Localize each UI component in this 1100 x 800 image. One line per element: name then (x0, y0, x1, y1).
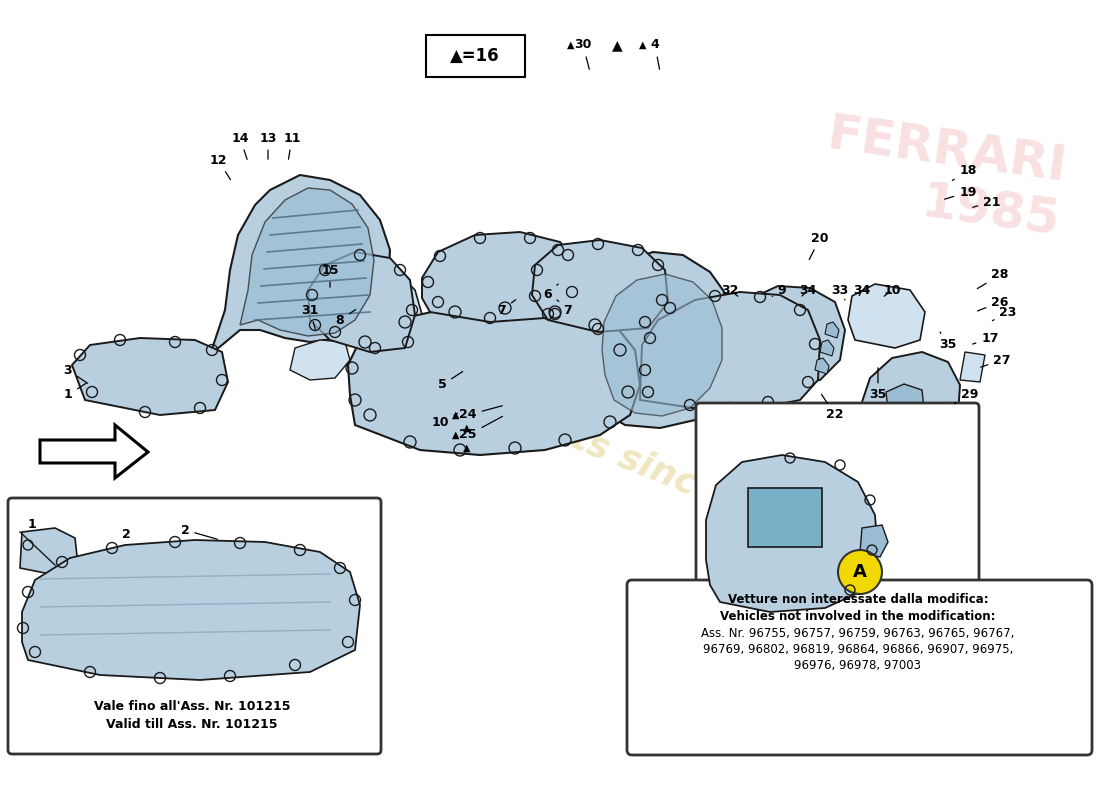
Polygon shape (500, 372, 550, 412)
Polygon shape (820, 340, 834, 356)
Polygon shape (860, 525, 888, 557)
Text: ▲: ▲ (463, 443, 471, 453)
Polygon shape (960, 352, 984, 382)
Polygon shape (368, 275, 425, 350)
Text: 9: 9 (772, 283, 786, 297)
FancyBboxPatch shape (8, 498, 381, 754)
Text: 29: 29 (955, 389, 979, 404)
Polygon shape (825, 322, 839, 338)
Text: ▲: ▲ (639, 40, 647, 50)
Polygon shape (565, 395, 595, 425)
Text: 20: 20 (810, 231, 828, 259)
Text: 22: 22 (822, 394, 844, 422)
Text: Vehicles not involved in the modification:: Vehicles not involved in the modificatio… (720, 610, 996, 623)
Polygon shape (738, 286, 845, 385)
Text: 26: 26 (978, 295, 1009, 311)
Text: 13: 13 (260, 131, 277, 159)
Text: 10: 10 (883, 283, 901, 297)
Text: 7: 7 (557, 300, 572, 317)
Text: 31: 31 (301, 303, 319, 330)
Polygon shape (20, 528, 78, 575)
Text: 25: 25 (460, 416, 503, 442)
Text: 5: 5 (438, 371, 463, 391)
Text: 11: 11 (284, 131, 300, 159)
Text: 96976, 96978, 97003: 96976, 96978, 97003 (794, 659, 922, 672)
Circle shape (838, 550, 882, 594)
Text: 7: 7 (497, 300, 516, 317)
Text: 19: 19 (945, 186, 977, 199)
Text: 15: 15 (321, 263, 339, 287)
Text: 23: 23 (992, 306, 1016, 321)
Text: 34: 34 (854, 283, 871, 297)
Polygon shape (706, 455, 878, 612)
Text: 3: 3 (64, 363, 88, 383)
Polygon shape (815, 358, 829, 374)
FancyBboxPatch shape (696, 403, 979, 626)
Text: 2: 2 (122, 529, 131, 542)
Text: 1: 1 (28, 518, 36, 531)
Text: 32: 32 (722, 283, 739, 297)
Text: 28: 28 (978, 269, 1009, 289)
Text: 12: 12 (209, 154, 231, 180)
Text: 35: 35 (939, 332, 957, 351)
Text: 27: 27 (980, 354, 1011, 367)
FancyBboxPatch shape (748, 488, 822, 547)
Text: 1: 1 (64, 383, 86, 402)
Text: 18: 18 (953, 163, 977, 181)
Text: 33: 33 (832, 283, 848, 300)
Polygon shape (602, 274, 722, 416)
Polygon shape (240, 188, 374, 336)
Polygon shape (848, 284, 925, 348)
Text: A: A (854, 563, 867, 581)
Text: 6: 6 (543, 284, 558, 302)
Polygon shape (886, 384, 924, 416)
Text: 10: 10 (431, 414, 458, 429)
Polygon shape (532, 240, 668, 332)
Text: 21: 21 (972, 195, 1001, 209)
Text: 24: 24 (460, 406, 503, 422)
FancyBboxPatch shape (426, 35, 525, 77)
Text: 96769, 96802, 96819, 96864, 96866, 96907, 96975,: 96769, 96802, 96819, 96864, 96866, 96907… (703, 643, 1013, 656)
Text: 17: 17 (972, 331, 999, 345)
Polygon shape (72, 338, 228, 415)
Text: ▲: ▲ (612, 38, 623, 52)
Text: ▲: ▲ (452, 430, 460, 440)
Polygon shape (22, 540, 360, 680)
Polygon shape (895, 412, 958, 452)
Text: ▲: ▲ (463, 423, 471, 433)
Text: Ass. Nr. 96755, 96757, 96759, 96763, 96765, 96767,: Ass. Nr. 96755, 96757, 96759, 96763, 967… (702, 627, 1014, 640)
Text: 14: 14 (231, 131, 249, 159)
Polygon shape (862, 352, 960, 440)
Text: 30: 30 (574, 38, 592, 70)
Polygon shape (308, 252, 415, 352)
Polygon shape (422, 232, 578, 322)
Polygon shape (210, 175, 390, 355)
Text: 34: 34 (800, 283, 816, 297)
Text: 8: 8 (336, 310, 355, 326)
Polygon shape (585, 252, 738, 428)
Text: 4: 4 (650, 38, 660, 70)
Text: ▲: ▲ (568, 40, 574, 50)
Text: FERRARI
1985: FERRARI 1985 (816, 110, 1070, 246)
Polygon shape (348, 305, 640, 455)
Polygon shape (40, 425, 148, 478)
Text: ▲=16: ▲=16 (450, 47, 499, 65)
Polygon shape (640, 292, 820, 412)
Text: Vale fino all'Ass. Nr. 101215: Vale fino all'Ass. Nr. 101215 (94, 700, 290, 713)
Text: Valid till Ass. Nr. 101215: Valid till Ass. Nr. 101215 (107, 718, 277, 731)
FancyBboxPatch shape (627, 580, 1092, 755)
Text: 2: 2 (180, 523, 218, 539)
Text: 35: 35 (869, 368, 887, 402)
Text: ▲: ▲ (452, 410, 460, 420)
Text: passion for parts since 1985: passion for parts since 1985 (280, 306, 829, 554)
Text: Vetture non interessate dalla modifica:: Vetture non interessate dalla modifica: (728, 593, 988, 606)
Polygon shape (290, 340, 350, 380)
